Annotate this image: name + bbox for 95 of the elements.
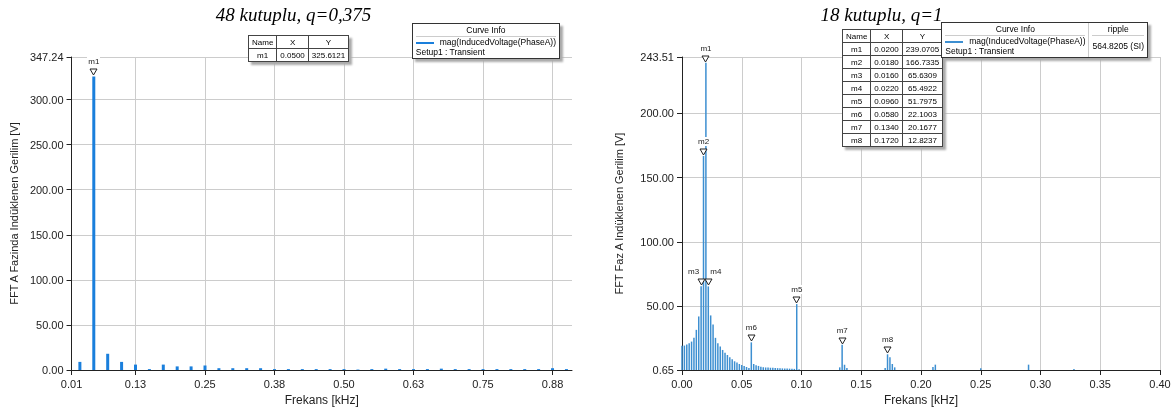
legend-title: Curve Info bbox=[945, 24, 1086, 36]
y-axis-title: FFT Faz A Indüklenen Gerilim [V] bbox=[612, 132, 625, 295]
y-tick-label: 50.00 bbox=[36, 318, 64, 331]
x-axis-title: Frekans [kHz] bbox=[883, 392, 959, 407]
x-tick-label: 0.15 bbox=[850, 377, 872, 390]
annotation: m5 bbox=[790, 285, 804, 295]
x-tick-label: 0.25 bbox=[194, 377, 216, 390]
annotation: 51.7975 bbox=[902, 94, 943, 108]
x-tick-label: 0.88 bbox=[541, 377, 564, 390]
y-tick-label: 300.00 bbox=[29, 93, 64, 106]
bar bbox=[120, 361, 124, 370]
text: m1 bbox=[851, 44, 863, 54]
bar bbox=[133, 364, 137, 370]
annotation: 0.0500 bbox=[276, 48, 309, 62]
annotation: 65.4922 bbox=[902, 81, 943, 95]
text: 0.0200 bbox=[870, 42, 903, 56]
annotation: 65.6309 bbox=[902, 68, 943, 82]
annotation: 0.0180 bbox=[870, 55, 903, 69]
annotation: 12.8237 bbox=[902, 133, 943, 147]
x-tick-label: 0.13 bbox=[124, 377, 147, 390]
text: ripple bbox=[1092, 24, 1144, 36]
annotation: m4 bbox=[709, 267, 723, 277]
bar bbox=[106, 353, 110, 370]
legend-label: mag(InducedVoltage(PhaseA)) bbox=[438, 37, 556, 47]
x-tick-label: 0.20 bbox=[910, 377, 932, 390]
x-tick-label: 0.01 bbox=[60, 377, 83, 390]
annotation: 0.0580 bbox=[870, 107, 903, 121]
y-tick-label: 0.65 bbox=[652, 364, 674, 376]
text: Y bbox=[902, 29, 943, 43]
text: 564.8205 (SI) bbox=[1092, 41, 1144, 51]
text: m2 bbox=[851, 57, 863, 67]
legend-title: Curve Info bbox=[415, 25, 556, 37]
text: m1 bbox=[257, 50, 269, 60]
y-tick-label: 200.00 bbox=[640, 107, 674, 120]
y-tick-label: 50.00 bbox=[646, 300, 674, 313]
x-tick-label: 0.50 bbox=[333, 377, 355, 390]
y-tick-label: 347.24 bbox=[29, 51, 64, 63]
x-tick-label: 0.35 bbox=[1089, 377, 1111, 390]
y-tick-label: 100.00 bbox=[29, 273, 64, 286]
annotation: 0.0160 bbox=[870, 68, 903, 82]
annotation: m8 bbox=[881, 335, 895, 345]
bar bbox=[203, 365, 207, 370]
annotation: 20.1677 bbox=[902, 120, 943, 134]
y-tick-label: 0.00 bbox=[42, 364, 64, 376]
text: m4 bbox=[851, 83, 863, 93]
text: Name bbox=[248, 35, 277, 49]
x-tick-label: 0.75 bbox=[472, 377, 494, 390]
annotation: m1 bbox=[87, 57, 101, 67]
text: m3 bbox=[851, 70, 863, 80]
annotation: 0.0960 bbox=[870, 94, 903, 108]
text: Y bbox=[308, 35, 349, 49]
x-tick-label: 0.05 bbox=[731, 377, 753, 390]
x-tick-label: 0.30 bbox=[1029, 377, 1052, 390]
x-tick-label: 0.00 bbox=[671, 377, 693, 390]
annotation: m2 bbox=[697, 136, 711, 146]
annotation: m7 bbox=[835, 325, 849, 335]
annotation: 166.7335 bbox=[902, 55, 943, 69]
text: m7 bbox=[851, 122, 863, 132]
text: Name bbox=[842, 29, 871, 43]
x-tick-label: 0.40 bbox=[1149, 377, 1171, 390]
annotation: m6 bbox=[744, 323, 758, 333]
text: X bbox=[276, 35, 309, 49]
text: 239.0705 bbox=[902, 42, 943, 56]
text: m6 bbox=[851, 109, 863, 119]
y-tick-label: 150.00 bbox=[29, 228, 64, 241]
legend-label: mag(InducedVoltage(PhaseA)) bbox=[968, 36, 1086, 46]
x-axis-title: Frekans [kHz] bbox=[284, 392, 359, 407]
y-tick-label: 250.00 bbox=[29, 138, 64, 151]
x-tick-label: 0.63 bbox=[402, 377, 425, 390]
bar bbox=[175, 366, 179, 370]
y-axis-title: FFT A Fazinda Indüklenen Gerilim [V] bbox=[7, 122, 20, 305]
x-tick-label: 0.38 bbox=[263, 377, 286, 390]
text: m5 bbox=[851, 96, 863, 106]
annotation: 22.1003 bbox=[902, 107, 943, 121]
annotation: 325.6121 bbox=[308, 48, 349, 62]
y-tick-label: 243.51 bbox=[640, 51, 674, 63]
x-tick-label: 0.10 bbox=[790, 377, 813, 390]
bar bbox=[78, 361, 82, 370]
annotation: 0.1720 bbox=[870, 133, 903, 147]
annotation: 0.0220 bbox=[870, 81, 903, 95]
chart-title: 18 kutuplu, q=1 bbox=[820, 4, 943, 25]
y-tick-label: 200.00 bbox=[29, 183, 64, 196]
chart-title: 48 kutuplu, q=0,375 bbox=[214, 4, 373, 26]
x-tick-label: 0.25 bbox=[970, 377, 992, 390]
text: Setup1 : Transient bbox=[415, 47, 486, 57]
text: X bbox=[870, 29, 903, 43]
annotation: 0.1340 bbox=[870, 120, 903, 134]
annotation: m1 bbox=[699, 43, 713, 53]
bar bbox=[189, 366, 193, 370]
y-tick-label: 150.00 bbox=[640, 171, 674, 184]
bar bbox=[161, 364, 165, 370]
text: Setup1 : Transient bbox=[945, 46, 1016, 56]
y-tick-label: 100.00 bbox=[640, 235, 674, 248]
text: m8 bbox=[851, 135, 863, 145]
annotation: m3 bbox=[687, 267, 701, 277]
